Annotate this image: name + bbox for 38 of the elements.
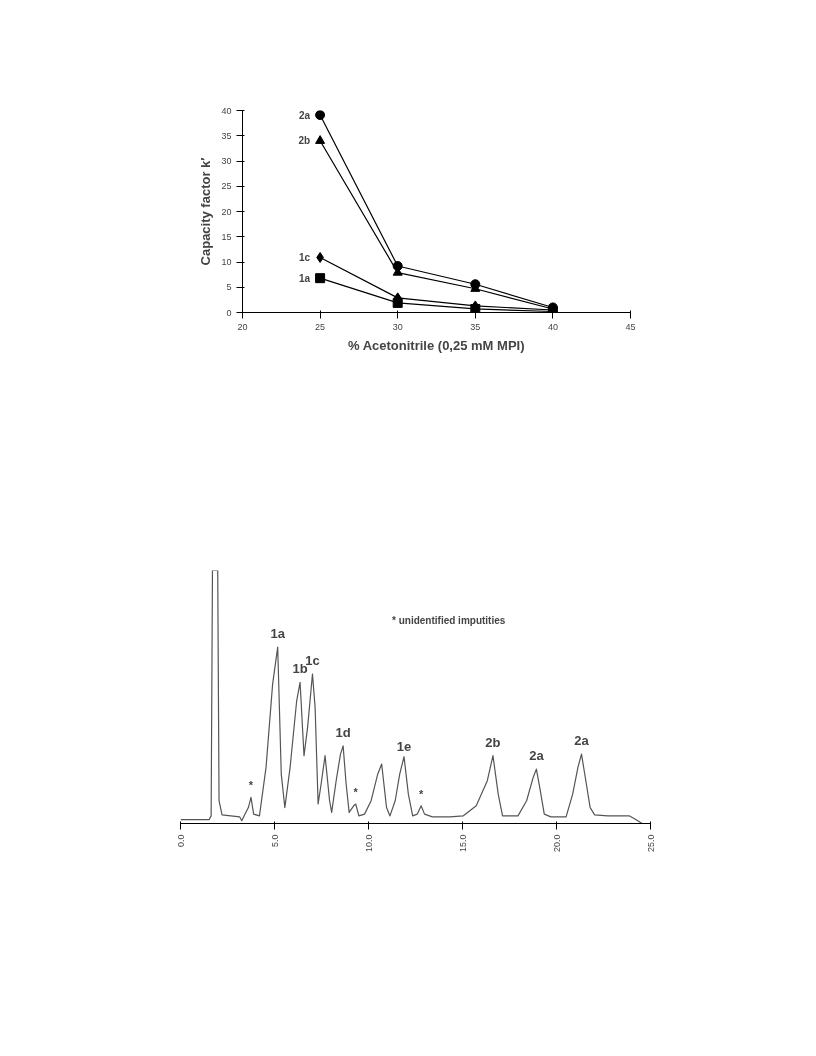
x-tick-label: 15.0 (457, 834, 468, 853)
y-tick-label: 20 (221, 206, 232, 217)
annotation: 1a (270, 626, 286, 642)
series-label: 2a (298, 109, 311, 121)
annotation: * (248, 779, 254, 792)
x-tick-label: 45 (625, 321, 636, 332)
series-label: 2b (298, 135, 311, 147)
x-tick-label: 25 (315, 321, 326, 332)
annotation: 1e (396, 738, 412, 754)
y-tick-label: 40 (221, 105, 232, 116)
y-tick-label: 5 (226, 282, 232, 293)
y-tick-label: 25 (221, 181, 232, 192)
annotation: 1b (292, 661, 308, 677)
y-axis-title: Capacity factor k′ (198, 157, 214, 266)
x-axis-title: % Acetonitrile (0,25 mM MPI) (348, 337, 525, 353)
x-tick-label: 5.0 (269, 834, 280, 848)
x-tick-label: 0.0 (175, 834, 186, 848)
series-label: 1c (298, 251, 311, 263)
annotation: * (353, 786, 359, 799)
x-tick-label: 40 (547, 321, 558, 332)
x-tick-label: 20.0 (551, 834, 562, 853)
annotation: * (419, 787, 424, 800)
x-tick-label: 25.0 (645, 834, 656, 853)
x-tick-label: 30 (392, 321, 403, 332)
y-tick-label: 30 (221, 156, 232, 166)
annotation: 1d (335, 724, 351, 740)
annotation: 2b (485, 734, 501, 750)
y-tick-label: 10 (221, 257, 232, 267)
y-tick-label: 15 (221, 231, 232, 242)
annotation: 2a (574, 733, 590, 749)
y-tick-label: 0 (226, 307, 232, 318)
y-tick-label: 35 (221, 130, 232, 141)
x-tick-label: 20 (237, 321, 248, 332)
annotation: 2a (529, 748, 545, 764)
annotation: * unidentified imputities (392, 615, 506, 627)
x-tick-label: 35 (470, 321, 481, 332)
x-tick-label: 10.0 (363, 834, 374, 853)
series-label: 1a (298, 272, 311, 284)
